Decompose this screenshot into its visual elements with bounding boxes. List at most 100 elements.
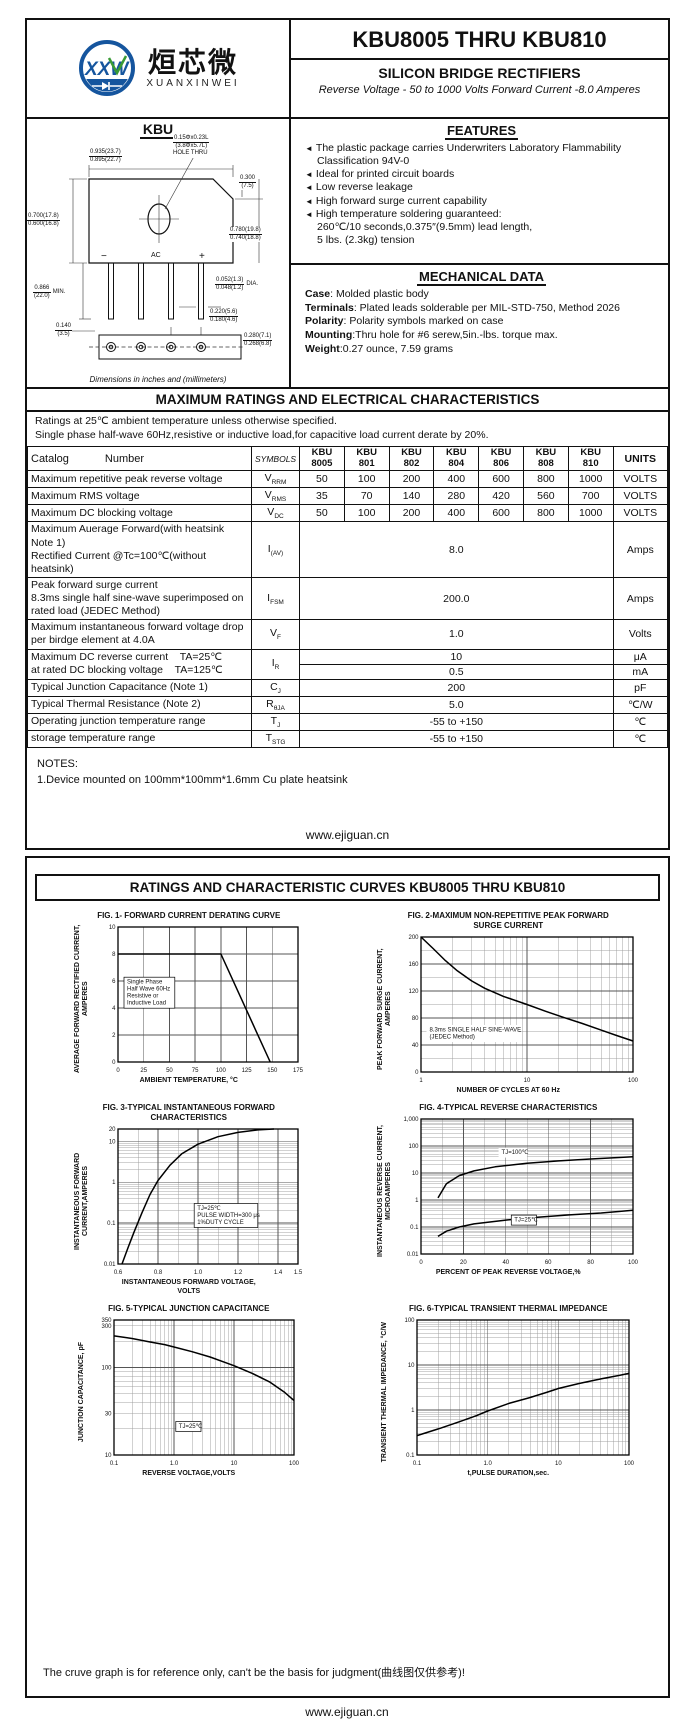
row-unit: μA	[612, 648, 669, 665]
svg-text:1: 1	[415, 1198, 419, 1204]
row-value: 400	[433, 470, 480, 489]
svg-text:50: 50	[166, 1068, 173, 1074]
row-parameter: Peak forward surge current 8.3ms single h…	[27, 576, 252, 621]
svg-text:100: 100	[624, 1461, 635, 1467]
test-conditions: Ratings at 25℃ ambient temperature unles…	[27, 412, 668, 446]
row-value: 1.0	[299, 619, 614, 650]
figure-2: FIG. 2-MAXIMUM NON-REPETITIVE PEAK FORWA…	[349, 911, 669, 1095]
row-value: 1000	[567, 504, 614, 523]
x-axis-label: AMBIENT TEMPERATURE, °C	[139, 1077, 238, 1084]
svg-text:Half Wave 60Hz: Half Wave 60Hz	[127, 987, 170, 993]
feature-item: ◄ High forward surge current capability	[305, 194, 487, 207]
row-symbol: RθJA	[251, 695, 300, 714]
svg-text:160: 160	[409, 962, 420, 968]
row-value: 1000	[567, 470, 614, 489]
y-axis-label: INSTANTANEOUS FORWARD CURRENT,AMPERES	[73, 1151, 89, 1250]
curves-page-heading: RATINGS AND CHARACTERISTIC CURVES KBU800…	[35, 874, 660, 901]
notes: NOTES: 1.Device mounted on 100mm*100mm*1.…	[27, 748, 668, 797]
row-unit: VOLTS	[612, 470, 669, 489]
header-device-810: KBU 810	[567, 446, 614, 472]
header-device-804: KBU 804	[433, 446, 480, 472]
svg-text:20: 20	[109, 1127, 116, 1133]
row-symbol: VRRM	[251, 470, 300, 489]
table-row: Peak forward surge current 8.3ms single h…	[27, 576, 669, 621]
svg-text:25: 25	[140, 1068, 147, 1074]
svg-text:Single Phase: Single Phase	[127, 980, 163, 986]
row-unit: VOLTS	[612, 487, 669, 506]
svg-text:80: 80	[588, 1260, 595, 1266]
row-unit: pF	[612, 678, 669, 697]
mechanical-data-section: MECHANICAL DATA Case: Molded plastic bod…	[291, 265, 668, 387]
y-axis-label: TRANSIENT THERMAL IMPEDANCE, °C/W	[381, 1321, 389, 1462]
header-device-801: KBU 801	[343, 446, 390, 472]
dim-lead-dia: 0.052(1.3) 0.048(1.2) DIA.	[215, 277, 259, 293]
svg-text:100: 100	[628, 1260, 639, 1266]
svg-text:100: 100	[409, 1144, 420, 1150]
y-axis-label: JUNCTION CAPACITANCE, pF	[77, 1341, 85, 1442]
note-line: 1.Device mounted on 100mm*100mm*1.6mm Cu…	[37, 774, 348, 787]
svg-text:75: 75	[192, 1068, 199, 1074]
svg-text:80: 80	[412, 1016, 419, 1022]
figure-title: FIG. 2-MAXIMUM NON-REPETITIVE PEAK FORWA…	[407, 911, 609, 930]
feature-subline: 5 lbs. (2.3kg) tension	[317, 234, 415, 247]
dim-bottom-left: 0.140 (3.5)	[55, 323, 73, 339]
svg-text:8.3ms SINGLE HALF SINE-WAVE: 8.3ms SINGLE HALF SINE-WAVE	[430, 1028, 522, 1034]
dim-depth: 0.280(7.1) 0.268(6.8)	[243, 333, 273, 349]
svg-text:10: 10	[105, 1453, 112, 1459]
row-value: 5.0	[299, 695, 614, 714]
svg-text:1: 1	[420, 1078, 424, 1084]
svg-text:1.5: 1.5	[294, 1270, 303, 1276]
svg-text:TJ=25℃: TJ=25℃	[515, 1218, 539, 1224]
row-symbol: IR	[251, 648, 300, 680]
table-row: Maximum repetitive peak reverse voltage V…	[27, 470, 669, 489]
svg-text:100: 100	[628, 1078, 639, 1084]
svg-text:0: 0	[420, 1260, 424, 1266]
svg-text:40: 40	[412, 1043, 419, 1049]
svg-text:20: 20	[460, 1260, 467, 1266]
dim-offset-right: 0.300 (7.5)	[239, 175, 257, 191]
row-value: 140	[388, 487, 435, 506]
svg-text:350: 350	[101, 1318, 112, 1324]
row-value: 200.0	[299, 576, 614, 621]
svg-text:10: 10	[230, 1461, 237, 1467]
table-row: Maximum DC reverse current TA=25℃ at rate…	[27, 648, 669, 680]
svg-text:4: 4	[112, 1006, 116, 1012]
table-row: Operating junction temperature range TJ -5…	[27, 712, 669, 731]
svg-text:0.6: 0.6	[114, 1270, 123, 1276]
x-axis-label: NUMBER OF CYCLES AT 60 Hz	[456, 1087, 560, 1094]
polarity-plus-mark: +	[199, 251, 205, 262]
figure-3: FIG. 3-TYPICAL INSTANTANEOUS FORWARD CHAR…	[29, 1103, 349, 1296]
chart-canvas: 0.6 0.8 1.0 1.2 1.4 1.5 20 10 1 0.1 0.01 TJ=25℃PULS…	[104, 1127, 303, 1276]
svg-text:175: 175	[293, 1068, 304, 1074]
svg-text:125: 125	[241, 1068, 252, 1074]
row-unit: ℃	[612, 729, 669, 748]
svg-text:10: 10	[109, 925, 116, 931]
svg-text:TJ=25℃: TJ=25℃	[197, 1206, 221, 1212]
row-value: 70	[343, 487, 390, 506]
row-value: 100	[343, 470, 390, 489]
row-value: 420	[478, 487, 524, 506]
row-parameter: Maximum DC reverse current TA=25℃ at rate…	[27, 648, 252, 680]
svg-text:TJ=25℃: TJ=25℃	[179, 1424, 203, 1430]
chart-canvas: 1 10 100 0 40 80 120 160 200 8.3ms SINGLE HALF SI…	[409, 935, 639, 1084]
svg-text:1.2: 1.2	[234, 1270, 243, 1276]
row-value: 600	[478, 470, 524, 489]
figure-title: FIG. 5-TYPICAL JUNCTION CAPACITANCE	[108, 1304, 270, 1314]
row-value: 700	[567, 487, 614, 506]
device-type-subtitle: SILICON BRIDGE RECTIFIERS	[378, 65, 581, 81]
svg-text:30: 30	[105, 1412, 112, 1418]
row-unit: VOLTS	[612, 504, 669, 523]
ratings-section-heading: MAXIMUM RATINGS AND ELECTRICAL CHARACTER…	[27, 389, 668, 412]
package-drawing: KBU	[27, 119, 291, 387]
note-line: NOTES:	[37, 757, 78, 770]
svg-text:10: 10	[109, 1139, 116, 1145]
row-value: -55 to +150	[299, 712, 614, 731]
bullet-arrow-icon: ◄	[305, 209, 313, 219]
row-value: 800	[522, 504, 569, 523]
svg-text:60: 60	[545, 1260, 552, 1266]
row-parameter: storage temperature range	[27, 729, 252, 748]
chart-canvas: 0 25 50 75 100 125 150 175 0 2 4 6 8 10 Single PhaseHa…	[109, 925, 304, 1074]
svg-text:1.0: 1.0	[170, 1461, 179, 1467]
svg-text:(JEDEC Method): (JEDEC Method)	[430, 1035, 475, 1041]
svg-text:10: 10	[412, 1171, 419, 1177]
